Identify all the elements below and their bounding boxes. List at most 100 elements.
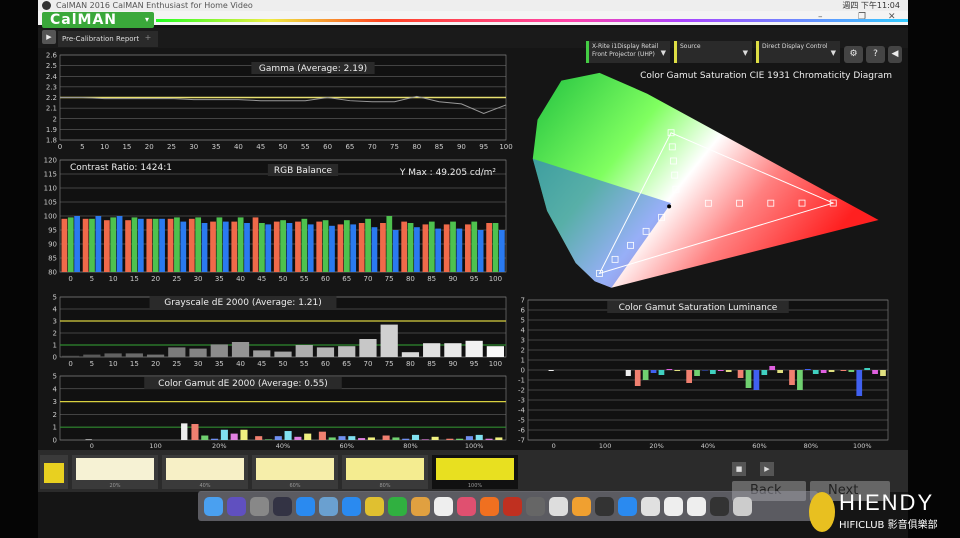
- dock-app-icon[interactable]: [664, 496, 683, 516]
- luminance-bar: [777, 370, 783, 373]
- target-marker: [798, 199, 806, 207]
- gamut-de-bar: [411, 434, 420, 440]
- x-tick-label: 20: [151, 275, 160, 283]
- dock-app-icon[interactable]: [388, 496, 407, 516]
- y-tick-label: 5: [53, 373, 57, 381]
- contrast-ratio: Contrast Ratio: 1424:1: [70, 163, 172, 173]
- y-tick-label: 2.6: [46, 52, 58, 60]
- rgb-bar: [244, 223, 250, 272]
- swatch-40[interactable]: 40%: [162, 455, 248, 489]
- x-tick-label: 20%: [649, 442, 663, 450]
- swatch-80[interactable]: 80%: [342, 455, 428, 489]
- source-label: Source: [680, 43, 701, 50]
- gamut-triangle: [598, 132, 835, 275]
- x-tick-label: 55: [300, 275, 309, 283]
- grayscale-bar: [83, 354, 101, 357]
- display-select[interactable]: Direct Display Control ▼: [756, 41, 840, 63]
- dock-app-icon[interactable]: [618, 496, 637, 516]
- y-tick-label: 2.5: [46, 62, 57, 70]
- x-tick-label: 45: [257, 360, 266, 368]
- gamut-de-bar: [220, 429, 228, 440]
- help-button[interactable]: ?: [866, 46, 885, 63]
- luminance-bar: [761, 370, 768, 375]
- dock-app-icon[interactable]: [411, 496, 430, 516]
- minimize-button[interactable]: –: [818, 12, 823, 22]
- dock-app-icon[interactable]: [687, 496, 706, 516]
- dock: [198, 491, 818, 521]
- dock-app-icon[interactable]: [595, 496, 614, 516]
- dock-app-icon[interactable]: [319, 496, 338, 516]
- x-tick-label: 80: [412, 143, 421, 151]
- gamut-de-bar: [284, 431, 292, 440]
- gamut-de-bar: [338, 436, 346, 440]
- swatch-100[interactable]: 100%: [432, 455, 518, 489]
- stop-button[interactable]: ■: [732, 462, 746, 476]
- dock-app-icon[interactable]: [365, 496, 384, 516]
- y-tick-label: 4: [53, 385, 58, 393]
- dock-app-icon[interactable]: [641, 496, 660, 516]
- x-tick-label: 15: [130, 360, 139, 368]
- grayscale-bar: [359, 339, 377, 357]
- restore-button[interactable]: ❐: [858, 12, 867, 22]
- gamut-de-bar: [348, 436, 356, 440]
- dock-app-icon[interactable]: [503, 496, 522, 516]
- gamut-de-title: Color Gamut dE 2000 (Average: 0.55): [158, 379, 328, 389]
- x-tick-label: 25: [172, 275, 181, 283]
- rgb-bar: [499, 230, 505, 272]
- dock-app-icon[interactable]: [526, 496, 545, 516]
- grayscale-bar: [316, 347, 335, 357]
- y-tick-label: 3: [53, 318, 57, 326]
- dock-app-icon[interactable]: [296, 496, 315, 516]
- swatch-20[interactable]: 20%: [72, 455, 158, 489]
- x-tick-label: 70: [363, 275, 372, 283]
- rgb-bar: [492, 223, 499, 272]
- run-button[interactable]: ▶: [760, 462, 774, 476]
- luminance-bar: [634, 370, 641, 386]
- settings-button[interactable]: ⚙: [844, 46, 863, 63]
- swatch-60[interactable]: 60%: [252, 455, 338, 489]
- dock-app-icon[interactable]: [572, 496, 591, 516]
- collapse-button[interactable]: ◀: [888, 46, 902, 63]
- x-tick-label: 10: [109, 275, 118, 283]
- dock-app-icon[interactable]: [480, 496, 499, 516]
- gamma-title-bg: [251, 62, 375, 74]
- dock-app-icon[interactable]: [342, 496, 361, 516]
- tab-pre-calibration-report[interactable]: Pre-Calibration Report: [58, 31, 158, 47]
- dock-app-icon[interactable]: [549, 496, 568, 516]
- luminance-title-bg: [607, 301, 789, 313]
- luminance-bar: [872, 370, 878, 374]
- dock-app-icon[interactable]: [273, 496, 292, 516]
- dock-app-icon[interactable]: [250, 496, 269, 516]
- dock-app-icon[interactable]: [204, 496, 223, 516]
- rgb-bar: [316, 221, 323, 272]
- rgb-bar: [231, 221, 238, 272]
- x-tick-label: 100: [489, 360, 502, 368]
- luminance-bar: [828, 370, 835, 372]
- play-button[interactable]: ▶: [42, 30, 56, 44]
- gamut-de-bar: [264, 439, 273, 440]
- dock-app-icon[interactable]: [434, 496, 453, 516]
- gamut-de-bar: [456, 438, 464, 440]
- dock-app-icon[interactable]: [710, 496, 729, 516]
- dock-app-icon[interactable]: [227, 496, 246, 516]
- chevron-down-icon: ▼: [830, 49, 836, 57]
- dock-app-icon[interactable]: [733, 496, 752, 516]
- current-color: [44, 463, 64, 483]
- x-tick-label: 60: [321, 360, 330, 368]
- rgb-bar: [456, 228, 463, 272]
- target-marker: [627, 241, 634, 249]
- help-icon: ?: [873, 49, 878, 59]
- meter-select[interactable]: X-Rite i1Display Retail Front Projector (…: [586, 41, 670, 63]
- add-tab-button[interactable]: +: [144, 33, 152, 42]
- x-tick-label: 85: [427, 275, 436, 283]
- dock-app-icon[interactable]: [457, 496, 476, 516]
- grayscale-bar: [62, 355, 80, 357]
- close-button[interactable]: ✕: [888, 12, 896, 22]
- calman-menu-button[interactable]: CalMAN ▾: [42, 12, 154, 28]
- source-select[interactable]: Source ▼: [674, 41, 752, 63]
- rgb-bar: [195, 217, 202, 272]
- watermark-emblem: [809, 492, 835, 532]
- gamut-de-bar: [240, 429, 248, 440]
- x-tick-label: 35: [215, 360, 224, 368]
- swatch-label: 100%: [467, 483, 483, 489]
